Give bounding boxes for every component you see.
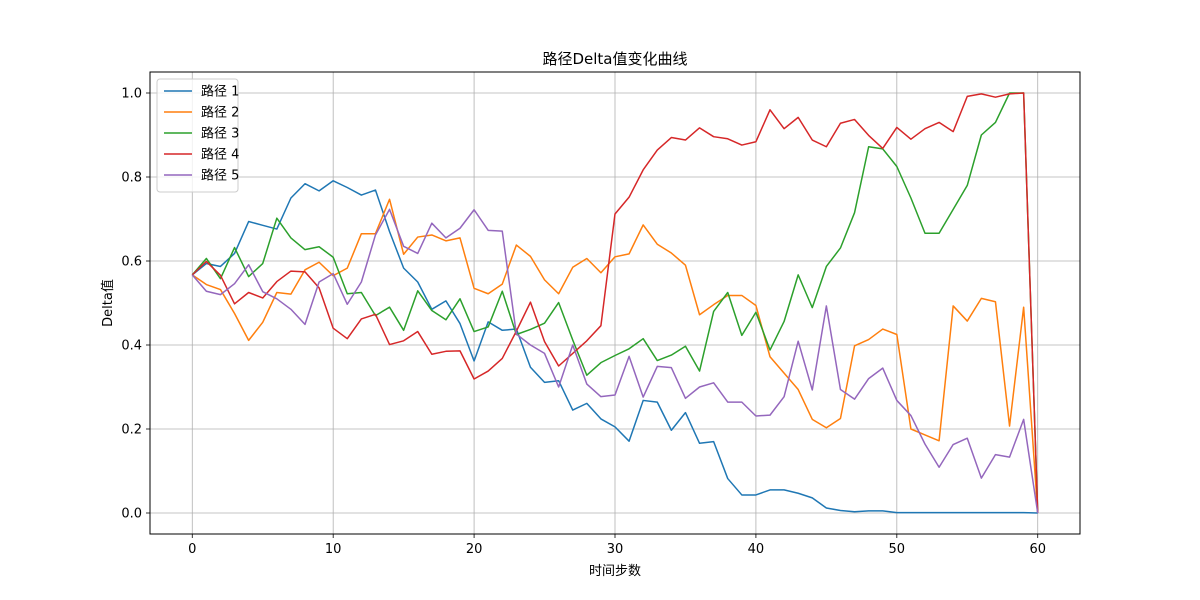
y-tick-label: 0.2 (121, 423, 142, 438)
series-line-4 (191, 92, 1039, 514)
x-tick-label: 40 (748, 542, 765, 557)
x-tick-label: 50 (889, 542, 906, 557)
series-line-5 (191, 208, 1039, 514)
series-line-3 (191, 92, 1039, 514)
legend-label-2: 路径 2 (201, 105, 239, 121)
y-tick-label: 0.8 (121, 171, 142, 186)
x-tick-label: 30 (607, 542, 624, 557)
y-axis-label: Delta值 (100, 279, 116, 327)
series-line-1 (191, 180, 1038, 514)
y-tick-label: 0.4 (121, 339, 142, 354)
y-tick-label: 0.6 (121, 255, 142, 270)
x-tick-label: 60 (1029, 542, 1046, 557)
x-tick-label: 0 (188, 542, 196, 557)
legend: 路径 1 路径 2 路径 3 路径 4 路径 5 (156, 78, 239, 193)
axis-ticks: 0 10 20 30 40 50 60 0.0 0.2 0.4 0.6 0.8 1.0 (121, 87, 1046, 558)
series-line-2 (191, 198, 1039, 514)
legend-label-3: 路径 3 (201, 126, 239, 142)
legend-label-5: 路径 5 (201, 168, 239, 184)
x-tick-label: 10 (325, 542, 342, 557)
legend-label-1: 路径 1 (201, 84, 239, 100)
y-tick-label: 0.0 (121, 507, 142, 522)
series-lines (191, 92, 1039, 514)
chart-title: 路径Delta值变化曲线 (542, 50, 687, 68)
x-tick-label: 20 (466, 542, 483, 557)
x-axis-label: 时间步数 (589, 564, 641, 579)
legend-box (156, 78, 239, 193)
y-tick-label: 1.0 (121, 87, 142, 102)
legend-label-4: 路径 4 (201, 147, 239, 163)
